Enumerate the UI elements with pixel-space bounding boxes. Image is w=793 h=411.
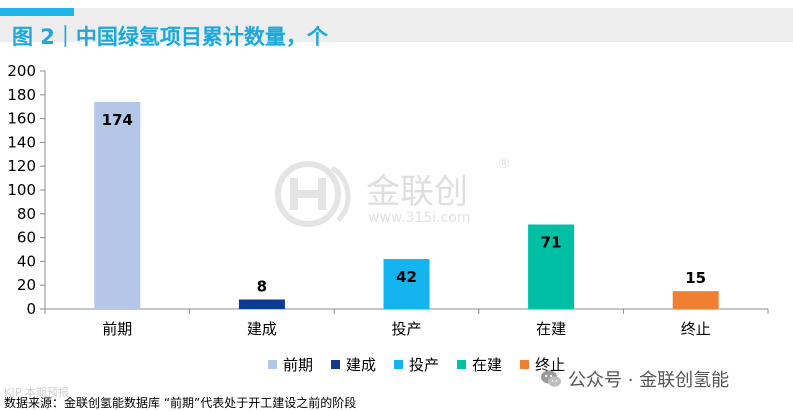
bar <box>528 224 575 309</box>
y-tick-label: 20 <box>17 276 36 294</box>
legend-item: 前期 <box>268 354 313 375</box>
y-tick-label: 100 <box>7 181 36 199</box>
y-tick-label: 120 <box>7 157 36 175</box>
y-tick-label: 0 <box>26 300 36 318</box>
x-tick-label: 在建 <box>536 320 566 338</box>
data-label: 174 <box>102 111 133 129</box>
legend-swatch <box>331 360 341 369</box>
watermark-url: www.315i.com <box>368 210 471 226</box>
legend-item: 在建 <box>457 354 502 375</box>
y-tick-label: 180 <box>7 86 36 104</box>
y-tick-label: 80 <box>17 205 36 223</box>
faint-overlay-text: K|P 本期预报 <box>4 386 70 399</box>
wechat-attribution: 公众号 · 金联创氢能 <box>540 366 729 392</box>
bar <box>238 299 285 309</box>
legend-swatch <box>520 360 530 369</box>
y-tick-label: 40 <box>17 252 36 270</box>
y-tick-label: 200 <box>7 62 36 80</box>
bar <box>94 101 141 309</box>
data-label: 15 <box>685 269 706 287</box>
bar <box>672 291 719 309</box>
watermark-logo-icon <box>275 161 351 227</box>
data-label: 71 <box>541 234 562 252</box>
title-band: 图 2｜中国绿氢项目累计数量，个 <box>0 8 793 49</box>
legend-item: 终止 <box>520 354 565 375</box>
legend-label: 在建 <box>472 356 503 374</box>
y-tick-label: 140 <box>7 133 36 151</box>
x-tick-label: 建成 <box>247 320 277 338</box>
x-tick-label: 投产 <box>391 320 421 338</box>
legend-swatch <box>394 360 404 369</box>
legend-item: 投产 <box>394 354 439 375</box>
data-label: 8 <box>257 277 267 295</box>
legend-label: 终止 <box>535 356 566 374</box>
title-accent-bar <box>0 8 74 16</box>
legend-label: 投产 <box>409 356 440 374</box>
legend-item: 建成 <box>331 354 376 375</box>
data-label: 42 <box>396 268 417 286</box>
y-tick-label: 160 <box>7 110 36 128</box>
chart-title: 图 2｜中国绿氢项目累计数量，个 <box>12 25 328 49</box>
legend-label: 建成 <box>346 356 377 374</box>
wechat-icon <box>541 370 561 387</box>
y-tick-label: 60 <box>17 229 36 247</box>
legend: 前期 建成 投产 在建 终止 <box>268 354 565 375</box>
legend-swatch <box>457 360 467 369</box>
x-tick-label: 终止 <box>681 320 711 338</box>
legend-label: 前期 <box>283 356 314 374</box>
legend-swatch <box>268 360 277 369</box>
watermark-brand: 金联创 <box>366 172 468 212</box>
wechat-account-name: 公众号 · 金联创氢能 <box>568 370 730 391</box>
x-tick-label: 前期 <box>102 320 132 338</box>
bar <box>383 259 430 309</box>
source-note: 数据来源：金联创氢能数据库 “前期”代表处于开工建设之前的阶段 <box>4 396 357 410</box>
watermark-registered-mark: ® <box>497 156 511 172</box>
